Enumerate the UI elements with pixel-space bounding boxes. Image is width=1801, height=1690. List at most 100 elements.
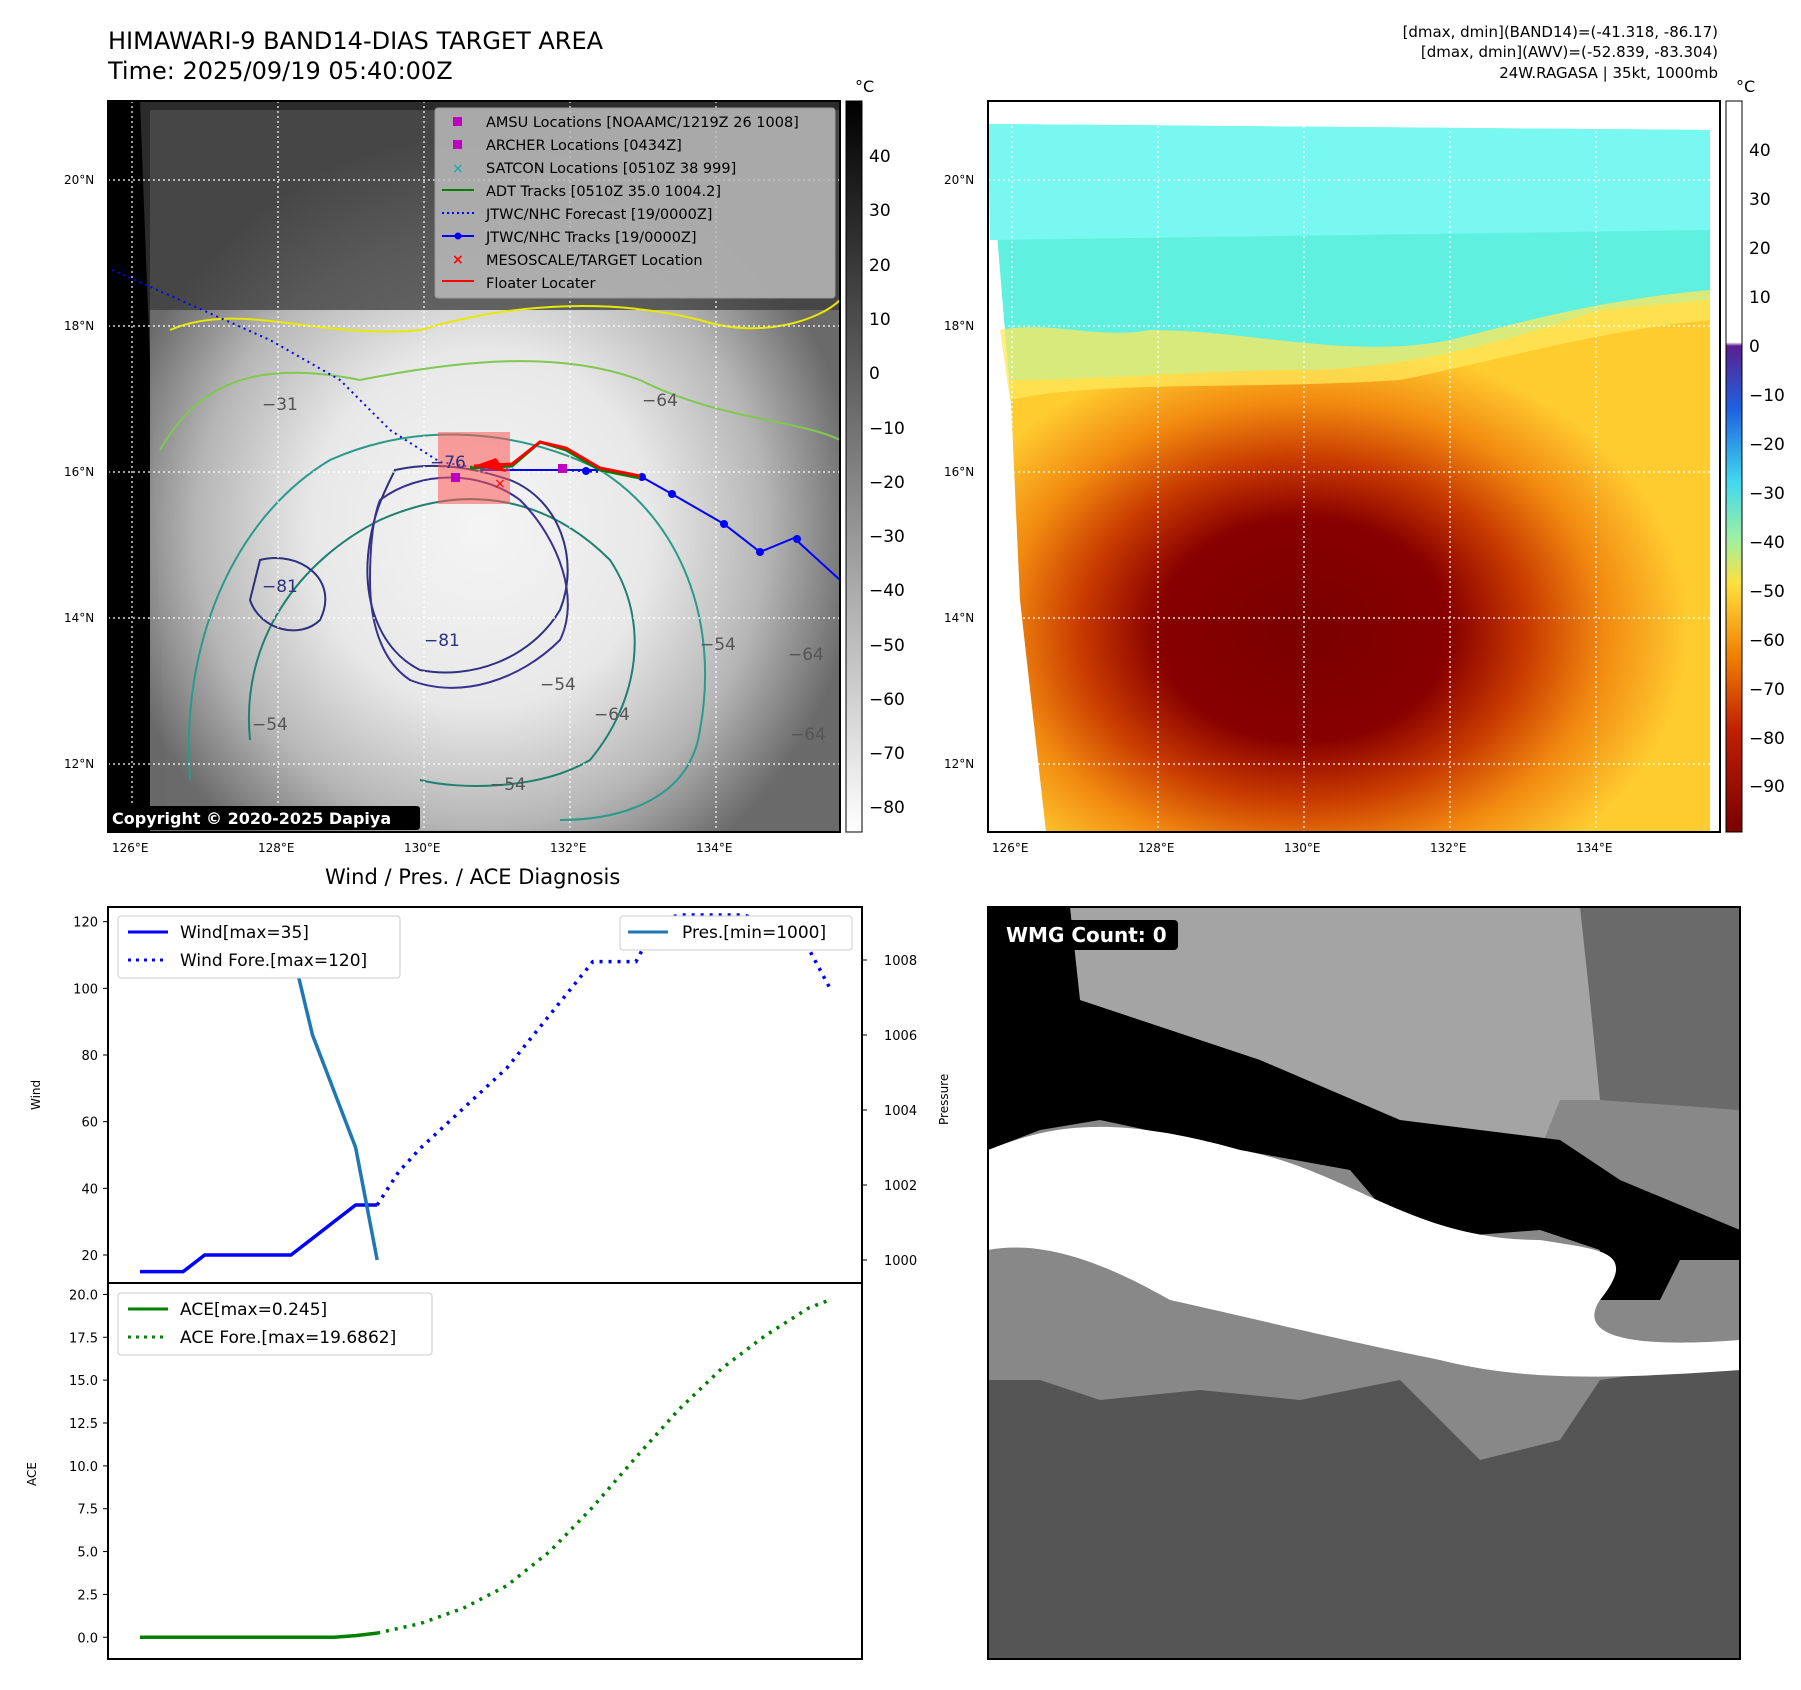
- svg-text:ACE[max=0.245]: ACE[max=0.245]: [180, 1300, 327, 1320]
- archer-marker: [558, 464, 567, 473]
- legend-jtwc-forecast: JTWC/NHC Forecast [19/0000Z]: [485, 207, 712, 223]
- svg-text:40: 40: [1749, 141, 1771, 161]
- svg-text:30: 30: [1749, 190, 1771, 210]
- svg-text:0: 0: [869, 364, 880, 384]
- svg-text:ACE Fore.[max=19.6862]: ACE Fore.[max=19.6862]: [180, 1328, 396, 1348]
- svg-text:134°E: 134°E: [1576, 841, 1613, 855]
- info-awv: [dmax, dmin](AWV)=(-52.839, -83.304): [1420, 43, 1718, 61]
- svg-text:Wind[max=35]: Wind[max=35]: [180, 923, 309, 943]
- svg-text:14°N: 14°N: [64, 611, 94, 625]
- contour-label: −31: [262, 395, 298, 415]
- svg-text:14°N: 14°N: [944, 611, 974, 625]
- svg-text:−60: −60: [869, 690, 905, 710]
- svg-text:18°N: 18°N: [944, 319, 974, 333]
- svg-text:−50: −50: [869, 636, 905, 656]
- svg-text:40: 40: [869, 147, 891, 167]
- svg-text:−10: −10: [869, 419, 905, 439]
- pressure-ylabel: Pressure: [937, 1074, 951, 1125]
- contour-label: −54: [700, 635, 736, 655]
- legend-target: MESOSCALE/TARGET Location: [486, 253, 703, 269]
- contour-label: −54: [252, 715, 288, 735]
- wind-ytick-label: 80: [81, 1049, 98, 1064]
- svg-text:−60: −60: [1749, 631, 1785, 651]
- pressure-ytick-label: 1006: [884, 1029, 917, 1044]
- chart-title: HIMAWARI-9 BAND14-DIAS TARGET AREA: [108, 27, 604, 55]
- wind-ytick-label: 40: [81, 1182, 98, 1197]
- ace-legend: ACE[max=0.245] ACE Fore.[max=19.6862]: [117, 1292, 433, 1356]
- contour-label: −81: [424, 631, 460, 651]
- series-line-0: [140, 1203, 378, 1274]
- svg-text:20°N: 20°N: [944, 173, 974, 187]
- svg-text:30: 30: [869, 201, 891, 221]
- ace-ytick-label: 20.0: [69, 1288, 98, 1303]
- diag-title: Wind / Pres. / ACE Diagnosis: [325, 865, 620, 889]
- ace-ylabel: ACE: [25, 1462, 39, 1486]
- ace-ytick-label: 0.0: [77, 1631, 98, 1646]
- legend-jtwc-tracks: JTWC/NHC Tracks [19/0000Z]: [485, 230, 697, 246]
- svg-text:128°E: 128°E: [258, 841, 295, 855]
- wind-ytick-label: 120: [73, 916, 98, 931]
- contour-label: −64: [790, 725, 826, 745]
- contour-label: −64: [594, 705, 630, 725]
- legend-floater: Floater Locater: [486, 276, 595, 292]
- svg-text:−10: −10: [1749, 386, 1785, 406]
- svg-text:−40: −40: [869, 581, 905, 601]
- wind-ylabel: Wind: [29, 1080, 43, 1110]
- ir-legend: × × AMSU Locations [NOAAMC/1219Z 26 1008…: [434, 107, 836, 299]
- svg-text:132°E: 132°E: [550, 841, 587, 855]
- chart-time: Time: 2025/09/19 05:40:00Z: [108, 57, 453, 85]
- ace-ytick-label: 12.5: [69, 1417, 98, 1432]
- contour-label: −64: [642, 391, 678, 411]
- svg-text:20°N: 20°N: [64, 173, 94, 187]
- pressure-ytick-label: 1000: [884, 1254, 917, 1269]
- wind-legend: Wind[max=35] Wind Fore.[max=120]: [117, 915, 401, 979]
- info-band14: [dmax, dmin](BAND14)=(-41.318, -86.17): [1402, 23, 1718, 41]
- wmg-panel: WMG Count: 0: [987, 906, 1741, 1660]
- svg-text:−50: −50: [1749, 582, 1785, 602]
- svg-text:−90: −90: [1749, 777, 1785, 797]
- svg-text:132°E: 132°E: [1430, 841, 1467, 855]
- info-storm: 24W.RAGASA | 35kt, 1000mb: [1499, 64, 1718, 82]
- wind-ytick-label: 20: [81, 1249, 98, 1264]
- amsu-marker: [451, 473, 460, 482]
- svg-text:°C: °C: [1736, 77, 1755, 96]
- svg-text:16°N: 16°N: [944, 465, 974, 479]
- ace-ytick-label: 7.5: [77, 1503, 98, 1518]
- svg-text:×: ×: [452, 161, 464, 177]
- ir-colorbar: °C 40 30 20 10 0 −10 −20 −30 −40 −50 −60…: [845, 77, 905, 833]
- svg-text:0: 0: [1749, 337, 1760, 357]
- svg-text:−40: −40: [1749, 533, 1785, 553]
- contour-label: −54: [540, 675, 576, 695]
- pressure-legend: Pres.[min=1000]: [619, 915, 853, 951]
- svg-text:12°N: 12°N: [944, 757, 974, 771]
- svg-text:Copyright © 2020-2025 Dapiya: Copyright © 2020-2025 Dapiya: [112, 809, 391, 828]
- contour-label: −64: [788, 645, 824, 665]
- legend-satcon: SATCON Locations [0510Z 38 999]: [486, 161, 736, 177]
- contour-label: −54: [490, 775, 526, 795]
- svg-text:130°E: 130°E: [404, 841, 441, 855]
- svg-text:−80: −80: [1749, 729, 1785, 749]
- svg-text:128°E: 128°E: [1138, 841, 1175, 855]
- svg-text:Wind Fore.[max=120]: Wind Fore.[max=120]: [180, 951, 367, 971]
- ace-series-line-1: [376, 1298, 831, 1635]
- ace-ytick-label: 5.0: [77, 1546, 98, 1561]
- contour-label: −76: [430, 453, 466, 473]
- svg-text:−20: −20: [869, 473, 905, 493]
- awv-colorbar: °C 40 30 20 10 0 −10 −20 −30 −40 −50 −60…: [1725, 77, 1785, 833]
- svg-text:126°E: 126°E: [112, 841, 149, 855]
- svg-text:−30: −30: [869, 527, 905, 547]
- awv-axis-labels: 20°N 18°N 16°N 14°N 12°N 126°E 128°E 130…: [944, 173, 1613, 855]
- svg-text:126°E: 126°E: [992, 841, 1029, 855]
- svg-text:20: 20: [869, 256, 891, 276]
- target-x-marker: ×: [494, 476, 506, 492]
- contour-label: −81: [262, 577, 298, 597]
- svg-text:−70: −70: [869, 744, 905, 764]
- ace-ytick-label: 15.0: [69, 1374, 98, 1389]
- svg-text:130°E: 130°E: [1284, 841, 1321, 855]
- svg-text:10: 10: [869, 310, 891, 330]
- svg-text:−70: −70: [1749, 680, 1785, 700]
- pressure-ytick-label: 1004: [884, 1104, 917, 1119]
- svg-text:16°N: 16°N: [64, 465, 94, 479]
- pressure-ytick-label: 1008: [884, 954, 917, 969]
- svg-text:Pres.[min=1000]: Pres.[min=1000]: [682, 923, 826, 943]
